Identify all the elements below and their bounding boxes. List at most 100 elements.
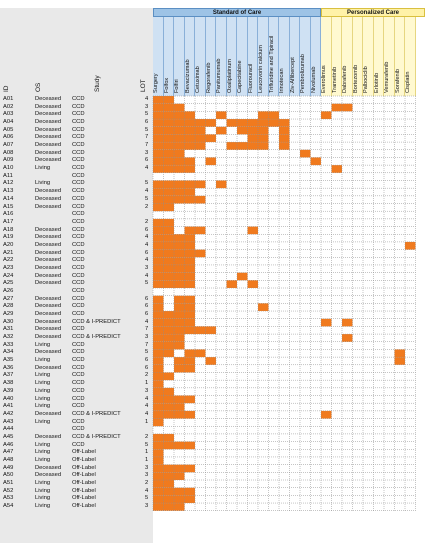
treatment-cell-filled [153, 357, 164, 365]
line-of-therapy: 4 [145, 410, 149, 417]
table-row: A22 Deceased CCD 4 [0, 257, 430, 265]
table-row: A05 Deceased CCD 5 [0, 127, 430, 135]
overall-survival: Deceased [35, 433, 62, 440]
treatment-cell-filled [153, 364, 164, 373]
treatment-cell-filled [184, 226, 195, 235]
drug-header-leucovorin-calcium: Leucovorin calcium [258, 17, 269, 96]
treatment-cell-filled [237, 272, 248, 281]
line-of-therapy: 6 [145, 303, 149, 310]
treatment-cell-filled [174, 295, 185, 304]
treatment-cell-filled [184, 441, 195, 450]
treatment-cell-filled [153, 326, 164, 335]
patient-id: A48 [3, 456, 14, 463]
patient-id: A53 [3, 495, 14, 502]
patient-id: A38 [3, 380, 14, 387]
patient-id: A34 [3, 349, 14, 356]
treatment-cell-filled [163, 218, 174, 227]
line-of-therapy: 3 [145, 503, 149, 510]
study-name: CCD [72, 134, 85, 141]
treatment-cell-filled [184, 295, 195, 304]
table-row: A20 Deceased CCD 4 [0, 242, 430, 250]
treatment-cell-filled [174, 334, 185, 342]
treatment-cell-filled [163, 341, 174, 350]
drug-header-irinotecan: Irinotecan [279, 17, 290, 96]
treatment-cell-filled [184, 280, 195, 288]
drug-header-vemurafenib: Vemurafenib [384, 17, 395, 96]
overall-survival: Deceased [35, 188, 62, 195]
line-of-therapy: 3 [145, 387, 149, 394]
treatment-cell-filled [184, 349, 195, 358]
treatment-cell-filled [237, 126, 248, 135]
line-of-therapy: 2 [145, 203, 149, 210]
table-row: A47 Living Off-Label 1 [0, 449, 430, 457]
table-row: A51 Living Off-Label 2 [0, 480, 430, 488]
treatment-cell-filled [195, 349, 206, 358]
study-name: Off-Label [72, 503, 96, 510]
treatment-cell-filled [174, 188, 185, 196]
treatment-cell-filled [247, 126, 258, 135]
patient-id: A20 [3, 241, 14, 248]
treatment-cell-filled [226, 280, 237, 288]
study-name: CCD [72, 341, 85, 348]
line-of-therapy: 4 [145, 318, 149, 325]
line-of-therapy: 1 [145, 456, 149, 463]
patient-id: A09 [3, 157, 14, 164]
treatment-cell-filled [163, 111, 174, 120]
line-of-therapy: 7 [145, 326, 149, 333]
treatment-cell-filled [216, 180, 227, 189]
overall-survival: Deceased [35, 272, 62, 279]
treatment-cell-filled [163, 433, 174, 442]
patient-id: A51 [3, 480, 14, 486]
table-row: A15 Deceased CCD 2 [0, 204, 430, 212]
treatment-cell-filled [174, 119, 185, 127]
table-row: A31 Deceased CCD 7 [0, 326, 430, 334]
treatment-cell-filled [163, 464, 174, 473]
treatment-cell-filled [331, 165, 342, 173]
study-name: CCD [72, 142, 85, 149]
table-row: A24 Deceased CCD 4 [0, 273, 430, 281]
table-row: A48 Living Off-Label 1 [0, 457, 430, 465]
table-row: A53 Living Off-Label 5 [0, 495, 430, 503]
overall-survival: Deceased [35, 326, 62, 333]
treatment-cell-filled [195, 126, 206, 135]
drug-header-regorafenib: Regorafenib [205, 17, 216, 96]
treatment-cell-filled [300, 149, 311, 158]
study-name: CCD [72, 241, 85, 248]
treatment-cell-filled [258, 111, 269, 120]
treatment-cell-filled [279, 134, 290, 143]
treatment-cell-filled [153, 241, 164, 250]
line-of-therapy: 3 [145, 464, 149, 471]
patient-id: A40 [3, 395, 14, 402]
line-of-therapy: 3 [145, 472, 149, 479]
study-name: CCD [72, 172, 85, 179]
treatment-cell-filled [163, 334, 174, 342]
line-of-therapy: 4 [145, 395, 149, 402]
drug-header-fluorouracil: Fluorouracil [247, 17, 258, 96]
study-name: CCD [72, 387, 85, 394]
overall-survival: Living [35, 449, 51, 456]
patient-id: A15 [3, 203, 14, 210]
patient-id: A36 [3, 364, 14, 371]
study-name: CCD [72, 126, 85, 133]
line-of-therapy: 6 [145, 249, 149, 256]
table-row: A46 Living CCD 5 [0, 442, 430, 450]
treatment-cell-filled [163, 264, 174, 273]
patient-id: A42 [3, 410, 14, 417]
patient-id: A47 [3, 449, 14, 456]
treatment-cell-filled [163, 326, 174, 335]
treatment-cell-filled [321, 111, 332, 120]
study-name: CCD & I-PREDICT [72, 433, 121, 440]
treatment-cell-filled [153, 334, 164, 342]
treatment-cell-filled [174, 103, 185, 112]
patient-id: A41 [3, 403, 14, 410]
table-row: A13 Deceased CCD 4 [0, 188, 430, 196]
study-name: CCD [72, 357, 85, 364]
treatment-cell-filled [174, 326, 185, 335]
treatment-cell-filled [258, 142, 269, 150]
table-row: A36 Deceased CCD 6 [0, 365, 430, 373]
treatment-cell-filled [184, 272, 195, 281]
treatment-cell-filled [174, 311, 185, 319]
patient-id: A05 [3, 126, 14, 133]
treatment-cell-filled [153, 387, 164, 396]
drug-header-dabrafenib: Dabrafenib [342, 17, 353, 96]
